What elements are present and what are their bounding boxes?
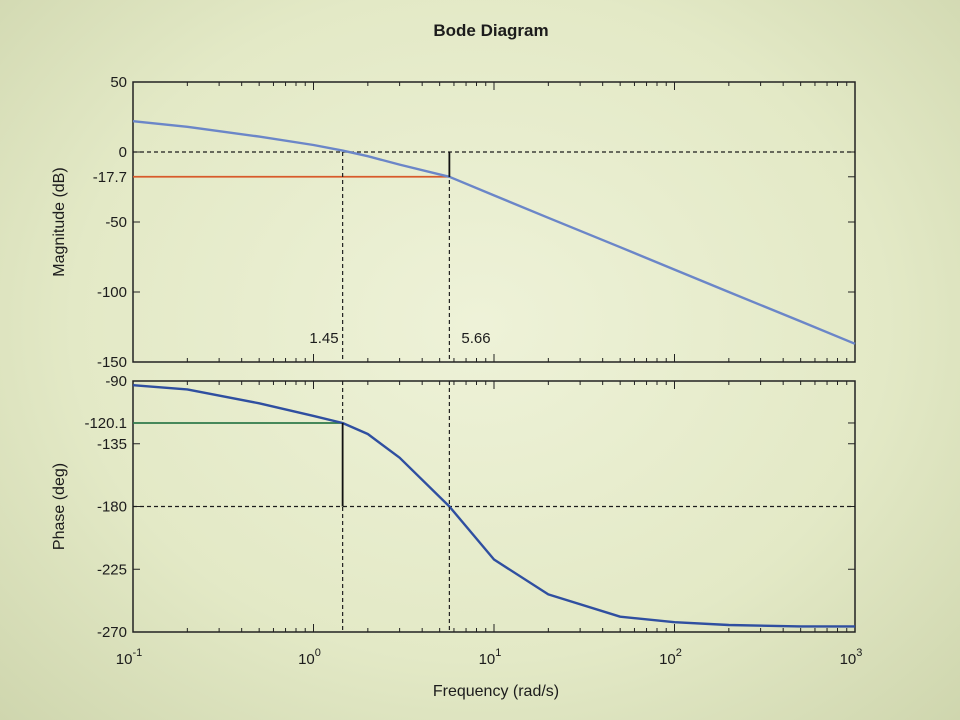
phase-series-line xyxy=(132,384,855,628)
x-tick-label: 10-1 xyxy=(116,647,142,668)
phase-y-tick-label: -270 xyxy=(97,624,127,641)
magnitude-y-tick-label: 0 xyxy=(119,144,127,161)
x-tick-label: 100 xyxy=(298,647,321,668)
magnitude-y-tick-label: 50 xyxy=(110,74,127,91)
x-axis-label: Frequency (rad/s) xyxy=(433,683,559,700)
phase-y-axis-label: Phase (deg) xyxy=(51,463,68,550)
phase-y-tick-label: -120.1 xyxy=(84,415,127,432)
crossover-annotation: 1.45 xyxy=(309,330,338,347)
magnitude-y-tick-label: -50 xyxy=(105,214,127,231)
phase-y-tick-label: -180 xyxy=(97,499,127,516)
x-tick-label: 103 xyxy=(840,647,863,668)
phase-y-tick-label: -90 xyxy=(105,373,127,390)
crossover-annotation: 5.66 xyxy=(461,330,490,347)
phase-y-tick-label: -225 xyxy=(97,561,127,578)
x-tick-label: 101 xyxy=(479,647,502,668)
chart-title: Bode Diagram xyxy=(433,21,548,40)
x-tick-label: 102 xyxy=(659,647,682,668)
magnitude-series-line xyxy=(132,120,856,345)
magnitude-y-tick-label: -17.7 xyxy=(93,169,127,186)
phase-y-tick-label: -135 xyxy=(97,436,127,453)
magnitude-y-tick-label: -100 xyxy=(97,284,127,301)
magnitude-y-tick-label: -150 xyxy=(97,354,127,371)
magnitude-y-axis-label: Magnitude (dB) xyxy=(51,167,68,276)
magnitude-axes-box xyxy=(132,81,856,363)
